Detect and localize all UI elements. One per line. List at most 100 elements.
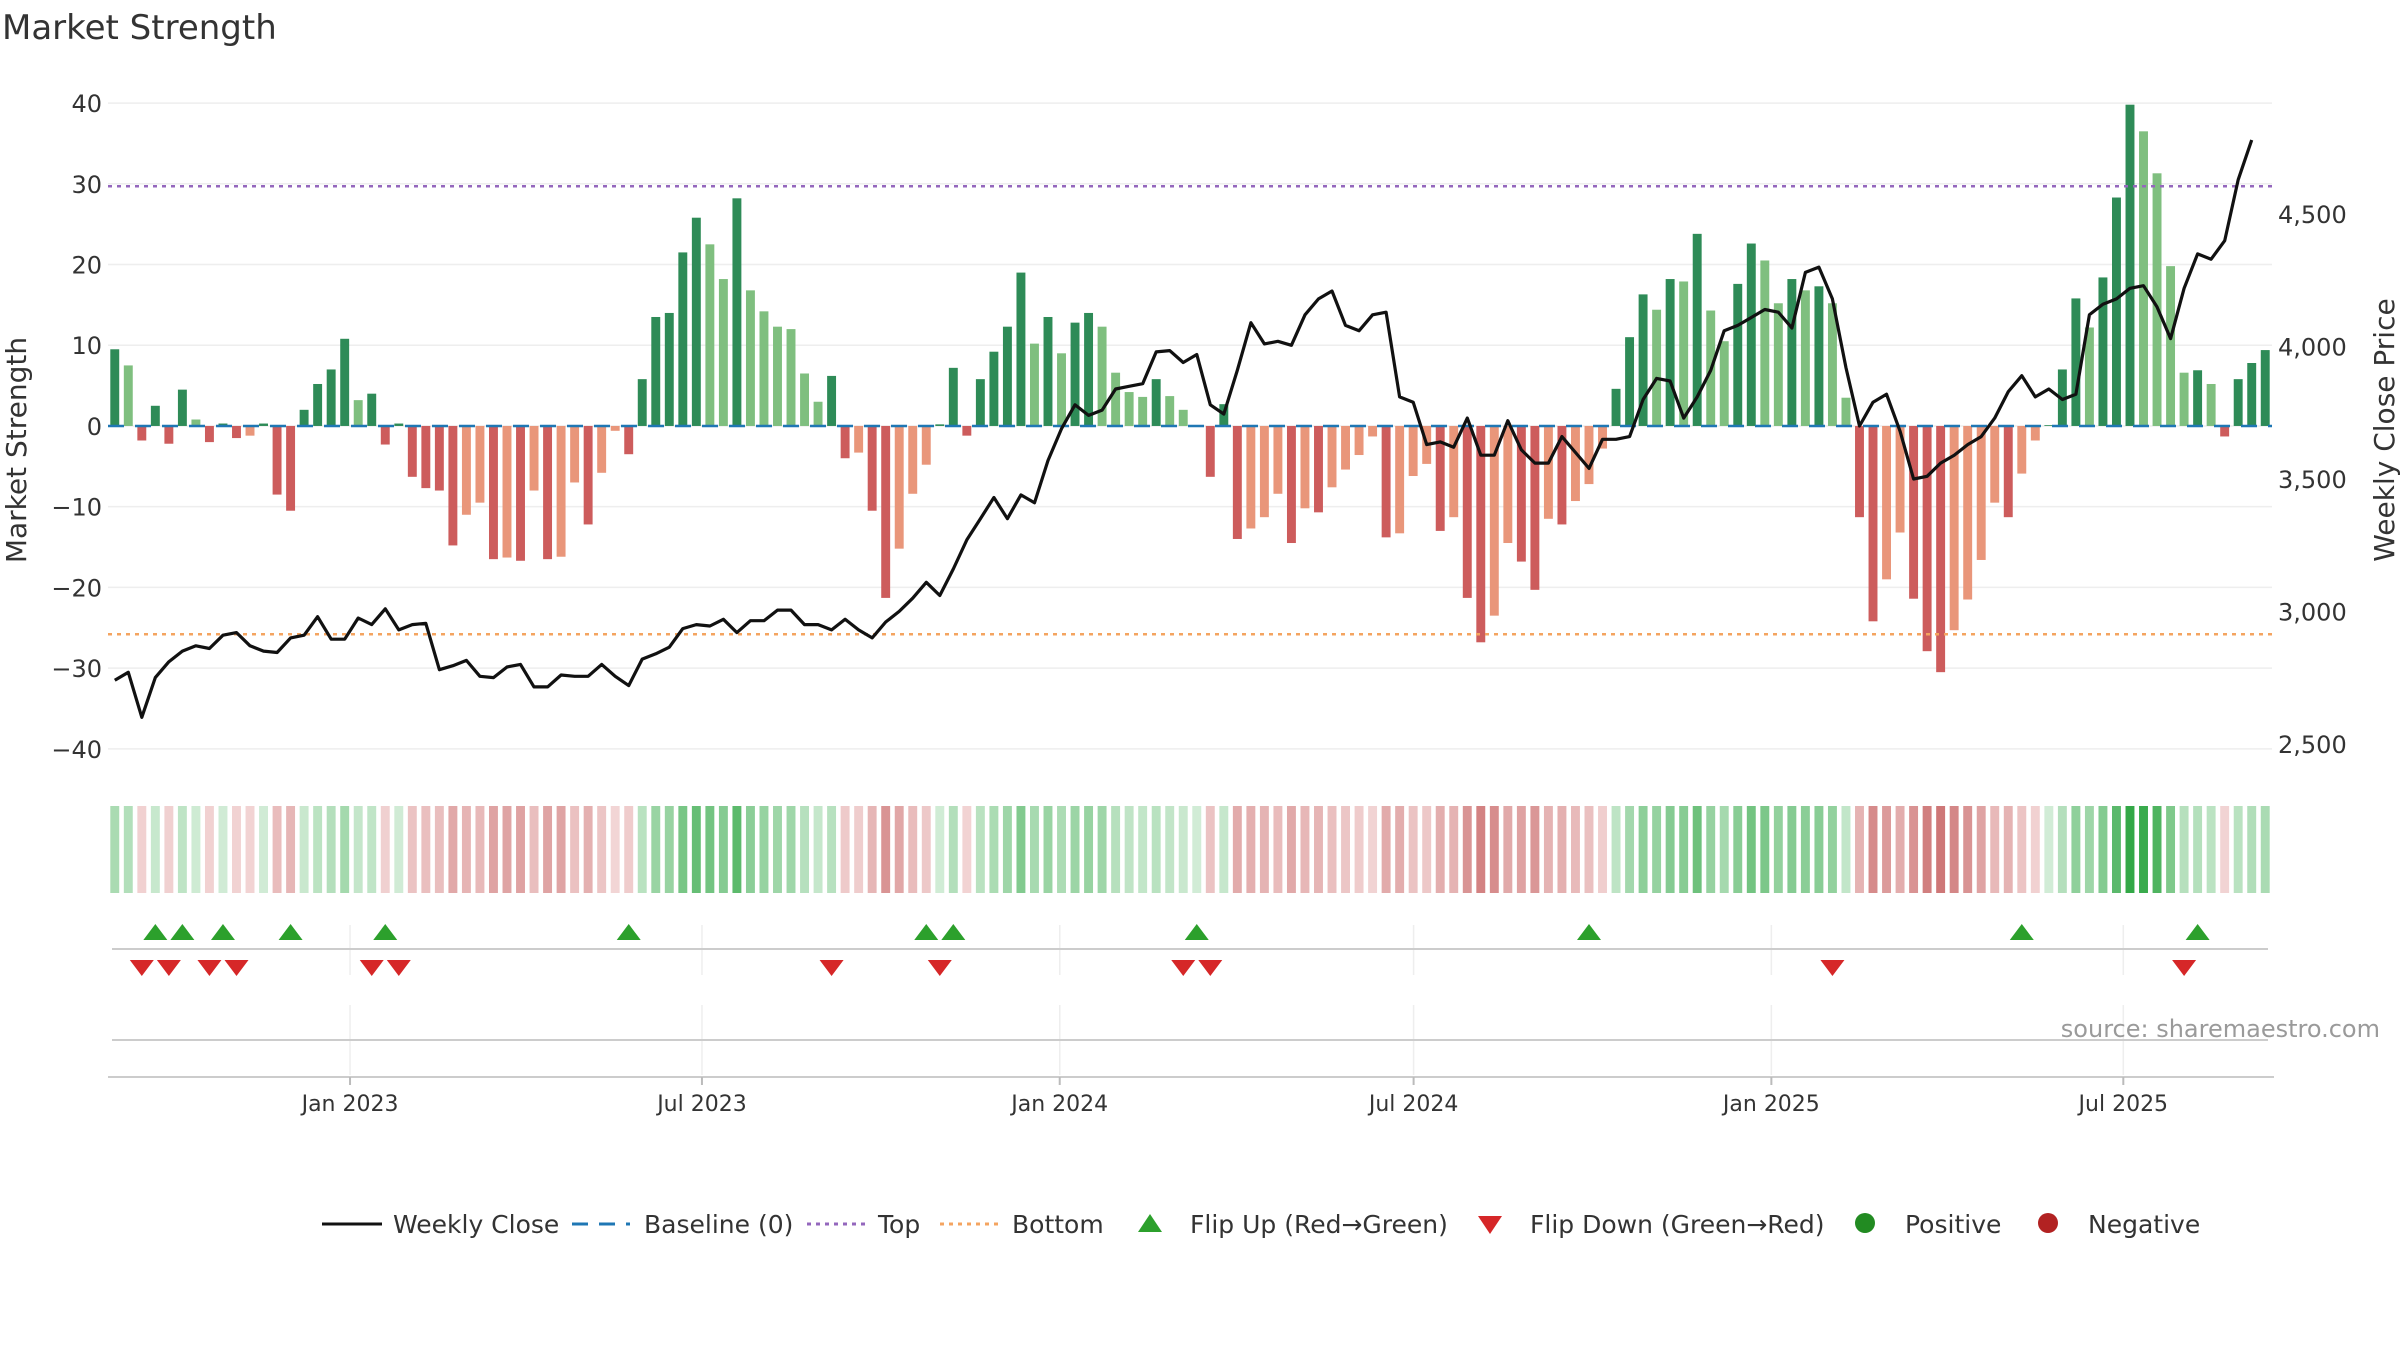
positive-strength-bar xyxy=(813,401,823,426)
positive-strength-bar xyxy=(2247,363,2257,426)
strength-heat-cell xyxy=(1205,806,1215,893)
negative-strength-bar xyxy=(624,425,634,455)
strength-heat-cell xyxy=(597,806,607,893)
strength-heat-cell xyxy=(2260,806,2270,893)
flip-up-marker xyxy=(2185,924,2210,940)
strength-heat-cell xyxy=(1963,806,1973,893)
strength-heat-cell xyxy=(1002,806,1012,893)
flip-down-marker xyxy=(224,960,249,976)
strength-heat-cell xyxy=(1922,806,1932,893)
strength-heat-cell xyxy=(448,806,458,893)
positive-strength-bar xyxy=(1814,286,1824,426)
legend-flip-down-icon xyxy=(1478,1216,1502,1234)
strength-heat-cell xyxy=(2166,806,2176,893)
negative-strength-bar xyxy=(1341,425,1351,470)
strength-heat-cell xyxy=(1300,806,1310,893)
strength-heat-cell xyxy=(1665,806,1675,893)
strength-heat-cell xyxy=(651,806,661,893)
negative-strength-bar xyxy=(1598,425,1607,449)
negative-strength-bar xyxy=(204,425,214,443)
positive-strength-bar xyxy=(759,311,769,426)
strength-heat-cell xyxy=(2084,806,2094,893)
flip-down-marker xyxy=(386,960,411,976)
strength-heat-cell xyxy=(2111,806,2121,893)
strength-heat-cell xyxy=(259,806,269,893)
strength-heat-cell xyxy=(1652,806,1662,893)
positive-strength-bar xyxy=(1084,312,1094,426)
strength-heat-cell xyxy=(610,806,620,893)
negative-strength-bar xyxy=(1949,425,1959,631)
strength-heat-cell xyxy=(1449,806,1459,893)
negative-strength-bar xyxy=(1895,425,1905,533)
positive-strength-bar xyxy=(1827,303,1837,426)
strength-heat-cell xyxy=(718,806,728,893)
strength-heat-cell xyxy=(624,806,634,893)
strength-heat-cell xyxy=(1990,806,2000,893)
positive-strength-bar xyxy=(2098,277,2108,426)
negative-strength-bar xyxy=(272,425,282,495)
negative-strength-bar xyxy=(1435,425,1445,531)
strength-heat-cell xyxy=(1976,806,1986,893)
legend-bottom-label: Bottom xyxy=(1012,1210,1104,1239)
strength-heat-cell xyxy=(1733,806,1743,893)
positive-strength-bar xyxy=(2139,131,2148,426)
strength-heat-cell xyxy=(1395,806,1405,893)
strength-heat-cell xyxy=(1422,806,1432,893)
strength-heat-cell xyxy=(123,806,133,893)
negative-strength-bar xyxy=(908,425,918,494)
strength-heat-cell xyxy=(1381,806,1391,893)
positive-strength-bar xyxy=(191,419,201,426)
strength-heat-cell xyxy=(2233,806,2243,893)
legend-flip-down-label: Flip Down (Green→Red) xyxy=(1530,1210,1825,1239)
strength-heat-cell xyxy=(2193,806,2203,893)
positive-strength-bar xyxy=(1057,353,1066,426)
legend-negative-label: Negative xyxy=(2088,1210,2200,1239)
strength-heat-cell xyxy=(840,806,850,893)
positive-strength-bar xyxy=(1787,279,1797,426)
strength-heat-cell xyxy=(1638,806,1648,893)
strength-heat-cell xyxy=(1611,806,1621,893)
flip-up-marker xyxy=(170,924,195,940)
strength-heat-cell xyxy=(1097,806,1107,893)
negative-strength-bar xyxy=(516,425,525,561)
strength-heat-cell xyxy=(705,806,715,893)
positive-strength-bar xyxy=(1111,372,1121,426)
negative-strength-bar xyxy=(380,425,390,445)
strength-heat-cell xyxy=(1314,806,1323,893)
positive-strength-bar xyxy=(664,312,674,426)
positive-strength-bar xyxy=(2260,350,2270,426)
y2-axis-title: Weekly Close Price xyxy=(2368,298,2400,561)
strength-heat-cell xyxy=(232,806,241,893)
negative-strength-bar xyxy=(529,425,539,491)
strength-heat-cell xyxy=(516,806,525,893)
positive-strength-bar xyxy=(1760,260,1770,426)
positive-strength-bar xyxy=(340,338,350,426)
y-tick-label: 0 xyxy=(87,413,102,441)
strength-heat-cell xyxy=(2017,806,2027,893)
strength-heat-cell xyxy=(867,806,877,893)
strength-heat-cell xyxy=(2179,806,2189,893)
flip-up-marker xyxy=(278,924,303,940)
positive-strength-bar xyxy=(367,393,377,426)
positive-strength-bar xyxy=(1692,233,1702,426)
negative-strength-bar xyxy=(1259,425,1269,518)
negative-strength-bar xyxy=(1449,425,1459,518)
legend-flip-up-label: Flip Up (Red→Green) xyxy=(1190,1210,1448,1239)
negative-strength-bar xyxy=(1530,425,1540,590)
strength-heat-cell xyxy=(204,806,214,893)
strength-heat-cell xyxy=(1138,806,1148,893)
strength-heat-cell xyxy=(1489,806,1499,893)
strength-heat-cell xyxy=(380,806,390,893)
strength-heat-cell xyxy=(2152,806,2162,893)
strength-heat-cell xyxy=(975,806,985,893)
strength-heat-cell xyxy=(1773,806,1783,893)
positive-strength-bar xyxy=(1016,272,1026,426)
flip-up-marker xyxy=(1576,924,1601,940)
negative-strength-bar xyxy=(881,425,891,598)
strength-heat-cell xyxy=(272,806,282,893)
negative-strength-bar xyxy=(164,425,174,444)
strength-heat-cell xyxy=(854,806,864,893)
strength-heat-cell xyxy=(935,806,945,893)
negative-strength-bar xyxy=(1462,425,1472,598)
